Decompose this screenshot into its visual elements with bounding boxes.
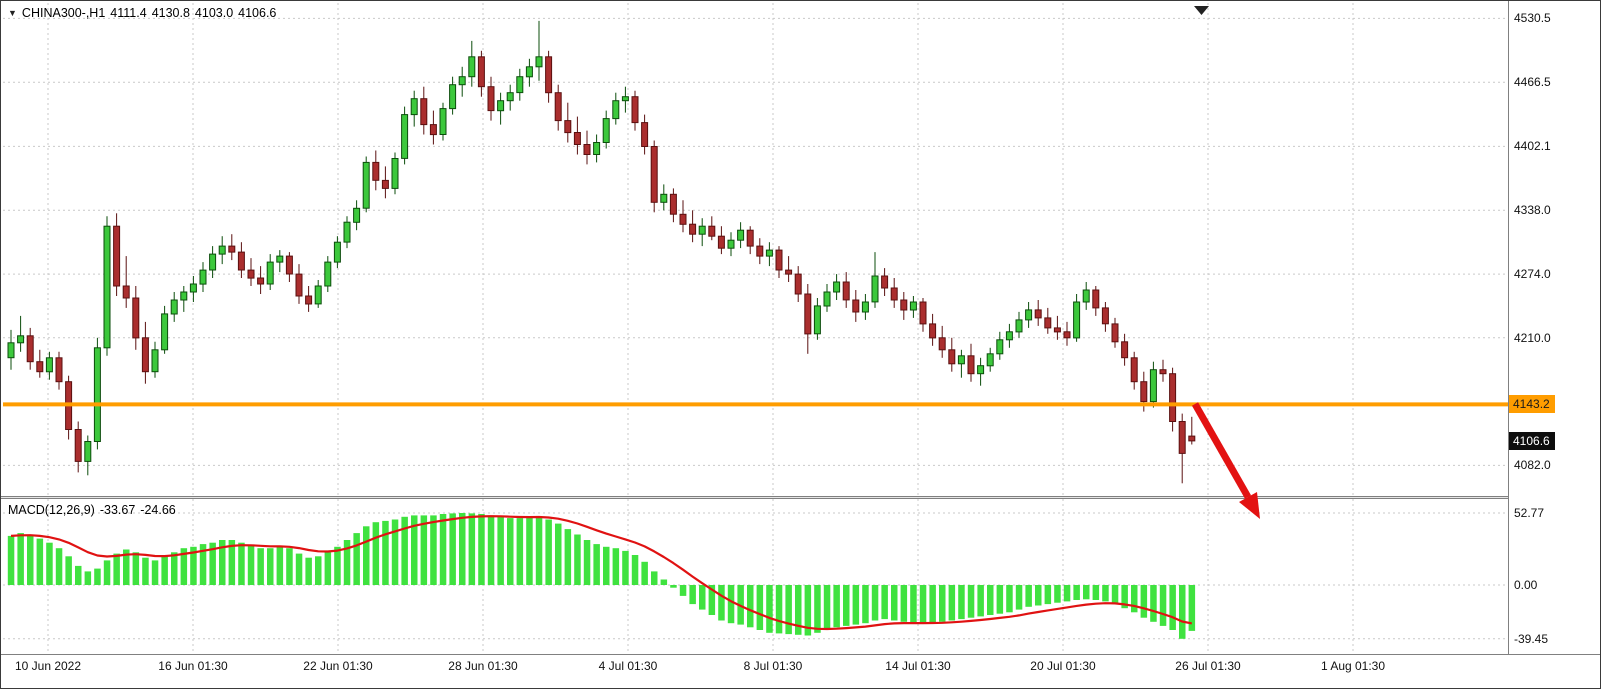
- ohlc-close: 4106.6: [238, 6, 277, 20]
- time-tick-label: 8 Jul 01:30: [743, 659, 803, 673]
- price-tick-label: 4530.5: [1514, 11, 1551, 26]
- pane-separator[interactable]: [1, 496, 1508, 499]
- chart-title: ▼ CHINA300-,H1 4111.4 4130.8 4103.0 4106.6: [8, 6, 281, 20]
- price-tick-label: 4402.1: [1514, 139, 1551, 154]
- time-tick-label: 10 Jun 2022: [14, 659, 82, 673]
- time-tick-label: 20 Jul 01:30: [1030, 659, 1096, 673]
- macd-tick-label: 52.77: [1514, 505, 1545, 520]
- macd-name: MACD(12,26,9): [8, 503, 95, 517]
- price-tick-label: 4210.0: [1514, 330, 1551, 345]
- time-tick-label: 16 Jun 01:30: [158, 659, 228, 673]
- time-tick-label: 26 Jul 01:30: [1175, 659, 1241, 673]
- hline-price-tag: 4143.2: [1509, 395, 1555, 414]
- time-tick-label: 28 Jun 01:30: [448, 659, 518, 673]
- time-tick-label: 22 Jun 01:30: [303, 659, 373, 673]
- ohlc-open: 4111.4: [110, 6, 147, 20]
- macd-tick-label: 0.00: [1514, 578, 1538, 592]
- macd-main-value: -33.67: [99, 503, 136, 517]
- price-tick-label: 4466.5: [1514, 75, 1551, 90]
- price-chart-pane[interactable]: [3, 3, 1508, 497]
- price-tick-label: 4274.0: [1514, 267, 1551, 282]
- time-tick-label: 1 Aug 01:30: [1320, 659, 1386, 673]
- price-tick-label: 4082.0: [1514, 458, 1551, 473]
- symbol-dropdown-icon[interactable]: ▼: [8, 8, 17, 18]
- price-axis[interactable]: 4530.5 4466.5 4402.1 4338.0 4274.0 4210.0 4082…: [1508, 1, 1600, 654]
- macd-indicator-pane[interactable]: [3, 499, 1508, 652]
- time-tick-label: 14 Jul 01:30: [885, 659, 951, 673]
- chart-shift-marker: [1194, 6, 1209, 15]
- ohlc-low: 4103.0: [194, 6, 234, 20]
- macd-signal-value: -24.66: [140, 503, 176, 517]
- time-tick-label: 4 Jul 01:30: [598, 659, 658, 673]
- time-axis[interactable]: 10 Jun 2022 16 Jun 01:30 22 Jun 01:30 28 Ju…: [1, 654, 1600, 688]
- macd-tick-label: -39.45: [1514, 631, 1549, 646]
- symbol-period-label: CHINA300-,H1: [21, 6, 106, 20]
- price-tick-label: 4338.0: [1514, 203, 1551, 218]
- last-price-tag: 4106.6: [1509, 431, 1555, 450]
- ohlc-high: 4130.8: [151, 6, 190, 20]
- macd-indicator-label: MACD(12,26,9) -33.67 -24.66: [8, 503, 181, 517]
